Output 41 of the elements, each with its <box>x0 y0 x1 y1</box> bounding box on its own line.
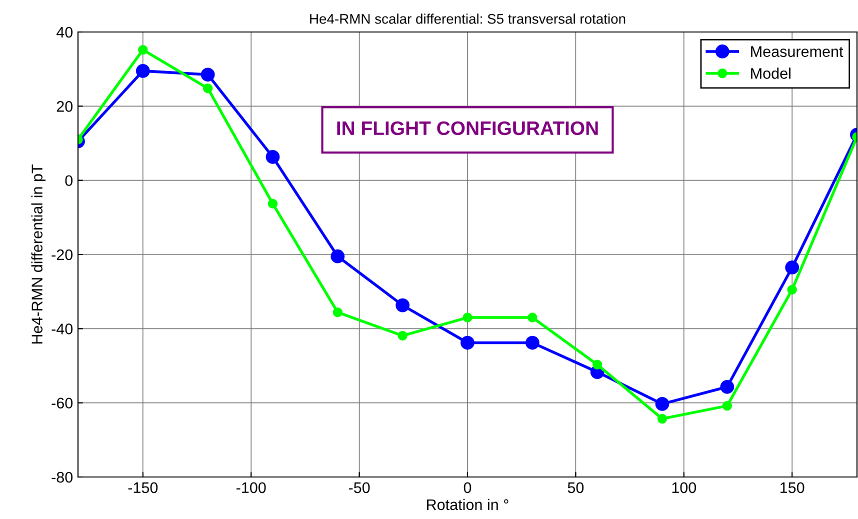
point <box>525 336 540 350</box>
legend-label: Measurement <box>751 46 844 57</box>
y-tick-label: -60 <box>52 398 73 409</box>
y-tick-label: 20 <box>56 101 73 112</box>
x-tick-label: -50 <box>348 482 370 494</box>
legend-label: Model <box>751 68 790 79</box>
point <box>330 249 345 264</box>
x-axis-title: Rotation in ° <box>427 498 508 510</box>
point <box>787 284 797 295</box>
y-axis-title: He4-RMN differential in pT <box>31 164 46 344</box>
x-tick-label: -150 <box>128 482 158 494</box>
point <box>785 260 800 274</box>
point <box>398 330 408 341</box>
point <box>528 312 538 322</box>
y-tick-label: -40 <box>52 324 73 334</box>
point <box>396 298 410 312</box>
x-tick-label: 150 <box>780 482 804 494</box>
point <box>462 312 472 322</box>
y-tick-label: -20 <box>52 249 73 260</box>
annotation: IN FLIGHT CONFIGURATION <box>337 121 598 136</box>
point <box>720 380 734 394</box>
point <box>200 68 215 82</box>
point <box>657 414 668 424</box>
point <box>138 44 148 55</box>
x-tick-label: 0 <box>464 482 472 494</box>
y-tick-label: 0 <box>65 175 73 186</box>
point <box>332 307 343 318</box>
y-tick-label: 40 <box>56 26 73 38</box>
x-tick-label: 50 <box>568 482 584 494</box>
point <box>136 64 150 78</box>
point <box>722 400 732 411</box>
point <box>592 360 602 370</box>
point <box>202 84 213 94</box>
point <box>266 150 280 164</box>
chart-title: He4-RMN scalar differential: S5 transversal rotation <box>310 14 626 24</box>
point <box>268 198 278 209</box>
point <box>655 397 670 411</box>
x-tick-label: -100 <box>236 482 266 494</box>
x-tick-label: 100 <box>672 482 696 494</box>
point <box>460 336 474 350</box>
y-tick-label: -80 <box>52 472 73 483</box>
